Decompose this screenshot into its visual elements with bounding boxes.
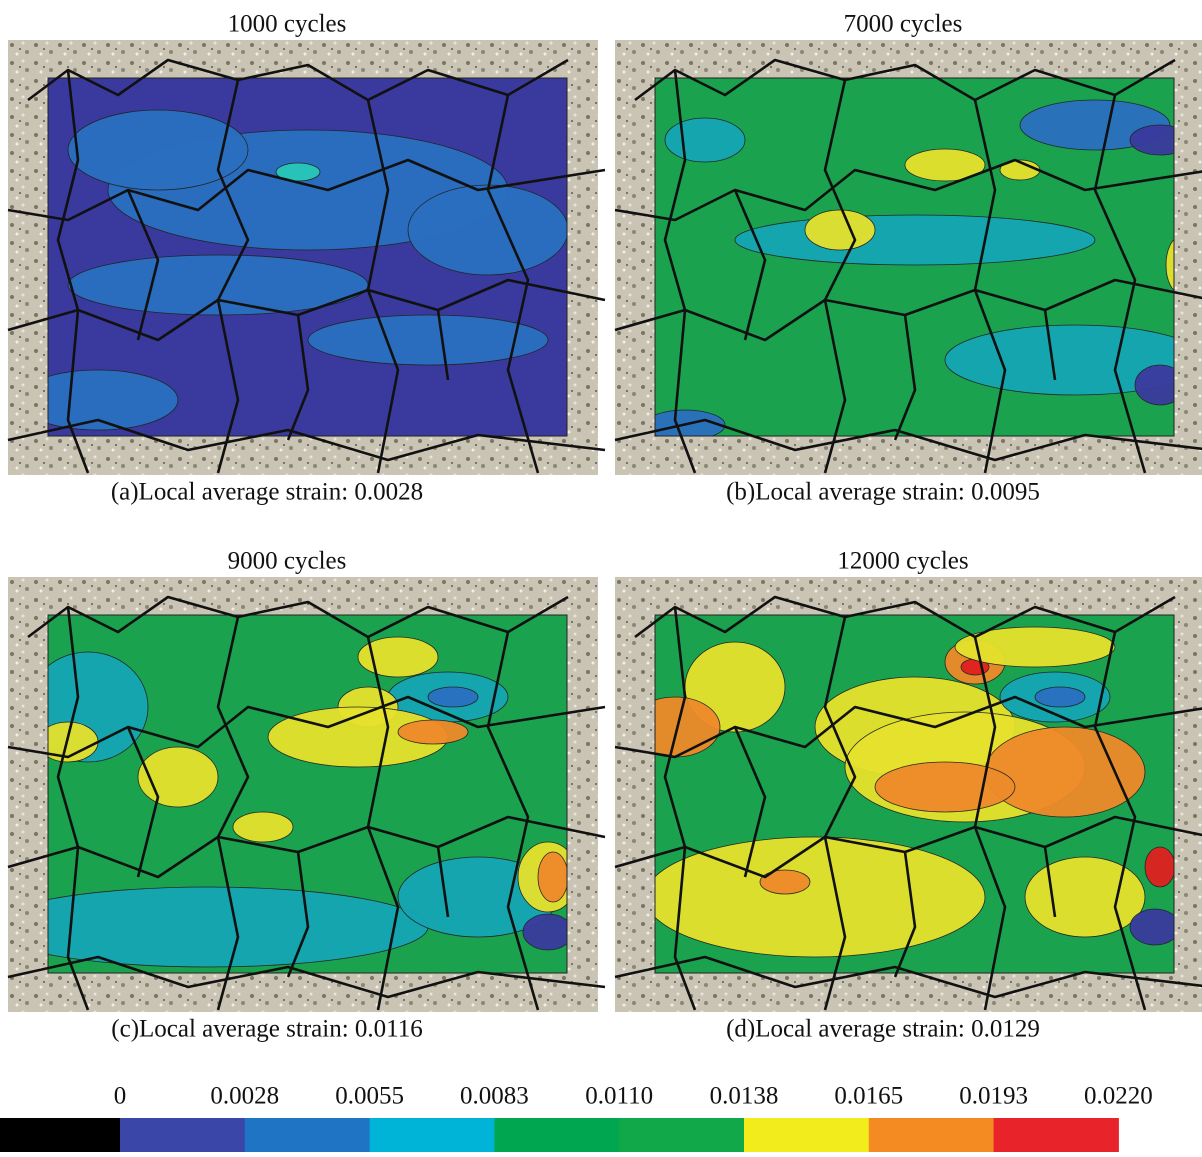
panel-caption: (a)Local average strain: 0.0028 [111,479,423,506]
contour-region [665,118,745,162]
contour-region [1145,847,1175,887]
colorbar-segment [370,1118,495,1152]
colorbar-segment [994,1118,1119,1152]
colorbar-segment [869,1118,994,1152]
contour-region [398,720,468,744]
contour-region [538,852,568,902]
contour-region [428,687,478,707]
contour-region [408,185,568,275]
contour-region [1035,687,1085,707]
colorbar-segment [494,1118,619,1152]
panel-caption: (b)Local average strain: 0.0095 [726,479,1040,506]
colorbar-tick-label: 0.0165 [834,1083,903,1110]
colorbar-tick-label: 0.0220 [1084,1083,1153,1110]
colorbar-tick-label: 0.0028 [210,1083,279,1110]
panel-caption: (d)Local average strain: 0.0129 [726,1016,1040,1043]
strain-map [8,40,605,475]
contour-area [630,615,1180,973]
contour-region [233,812,293,842]
colorbar-tick-label: 0.0055 [335,1083,404,1110]
contour-region [645,837,985,957]
panel-title: 9000 cycles [228,548,347,575]
colorbar-segment [120,1118,245,1152]
contour-region [0,887,428,967]
colorbar-tick-label: 0.0083 [460,1083,529,1110]
colorbar-segment [744,1118,869,1152]
colorbar-tick-label: 0.0193 [959,1083,1028,1110]
contour-area [18,78,568,436]
colorbar-segment [245,1118,370,1152]
contour-region [1025,857,1145,937]
contour-region [760,870,810,894]
colorbar-underflow [0,1118,120,1152]
panel-title: 7000 cycles [844,11,963,38]
strain-map [0,577,605,1012]
colorbar-segment [619,1118,744,1152]
colorbar-tick-label: 0.0110 [585,1083,653,1110]
contour-area [0,615,578,973]
colorbar-tick-label: 0.0138 [710,1083,779,1110]
panel-caption: (c)Local average strain: 0.0116 [111,1016,422,1043]
figure: 1000 cycles (a)Local average strain: 0.00… [0,0,1202,1152]
contour-region [875,762,1015,812]
contour-region [955,627,1115,667]
strain-map [615,40,1202,475]
panel-title: 1000 cycles [228,11,347,38]
contour-region [1130,909,1180,945]
strain-map [615,577,1202,1012]
colorbar-tick-label: 0 [114,1083,127,1110]
contour-region [805,210,875,250]
contour-region [985,727,1145,817]
panel-title: 12000 cycles [837,548,968,575]
contour-region [523,914,573,950]
contour-region [735,215,1095,265]
